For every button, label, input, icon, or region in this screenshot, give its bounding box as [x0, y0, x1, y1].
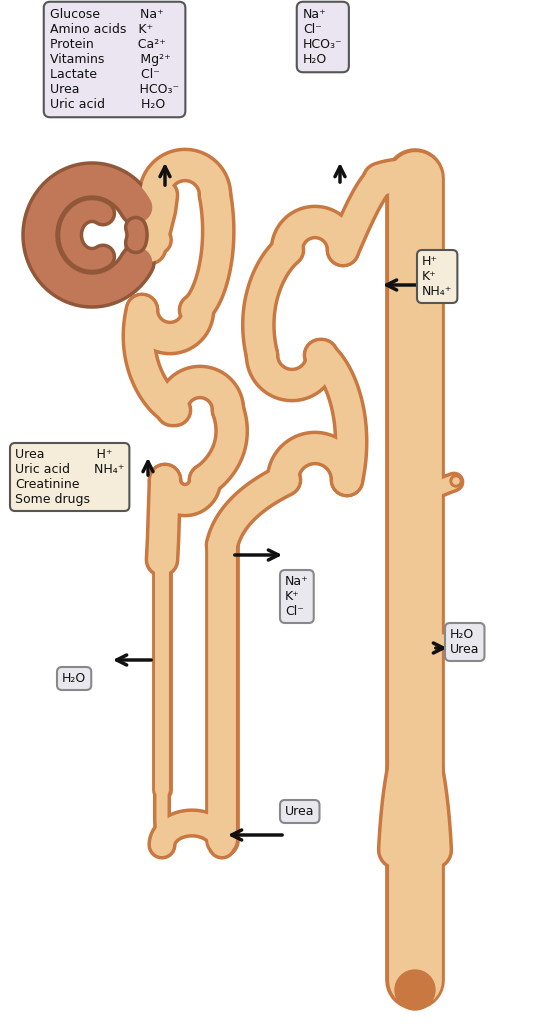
Circle shape	[450, 639, 462, 651]
Circle shape	[453, 642, 459, 648]
Circle shape	[453, 478, 459, 484]
Circle shape	[400, 975, 430, 1005]
Text: Glucose          Na⁺
Amino acids   K⁺
Protein           Ca²⁺
Vitamins         Mg: Glucose Na⁺ Amino acids K⁺ Protein Ca²⁺ …	[50, 8, 179, 111]
Text: Urea             H⁺
Uric acid      NH₄⁺
Creatinine
Some drugs: Urea H⁺ Uric acid NH₄⁺ Creatinine Some d…	[15, 449, 125, 506]
Circle shape	[395, 970, 435, 1010]
Circle shape	[450, 475, 462, 487]
Text: Urea: Urea	[285, 805, 315, 818]
Text: H⁺
K⁺
NH₄⁺: H⁺ K⁺ NH₄⁺	[422, 255, 452, 298]
Text: Na⁺
Cl⁻
HCO₃⁻
H₂O: Na⁺ Cl⁻ HCO₃⁻ H₂O	[303, 8, 343, 66]
Text: H₂O
Urea: H₂O Urea	[450, 628, 480, 656]
Circle shape	[407, 982, 423, 998]
Text: Na⁺
K⁺
Cl⁻: Na⁺ K⁺ Cl⁻	[285, 575, 309, 618]
Text: H₂O: H₂O	[62, 672, 86, 685]
Circle shape	[411, 986, 419, 994]
